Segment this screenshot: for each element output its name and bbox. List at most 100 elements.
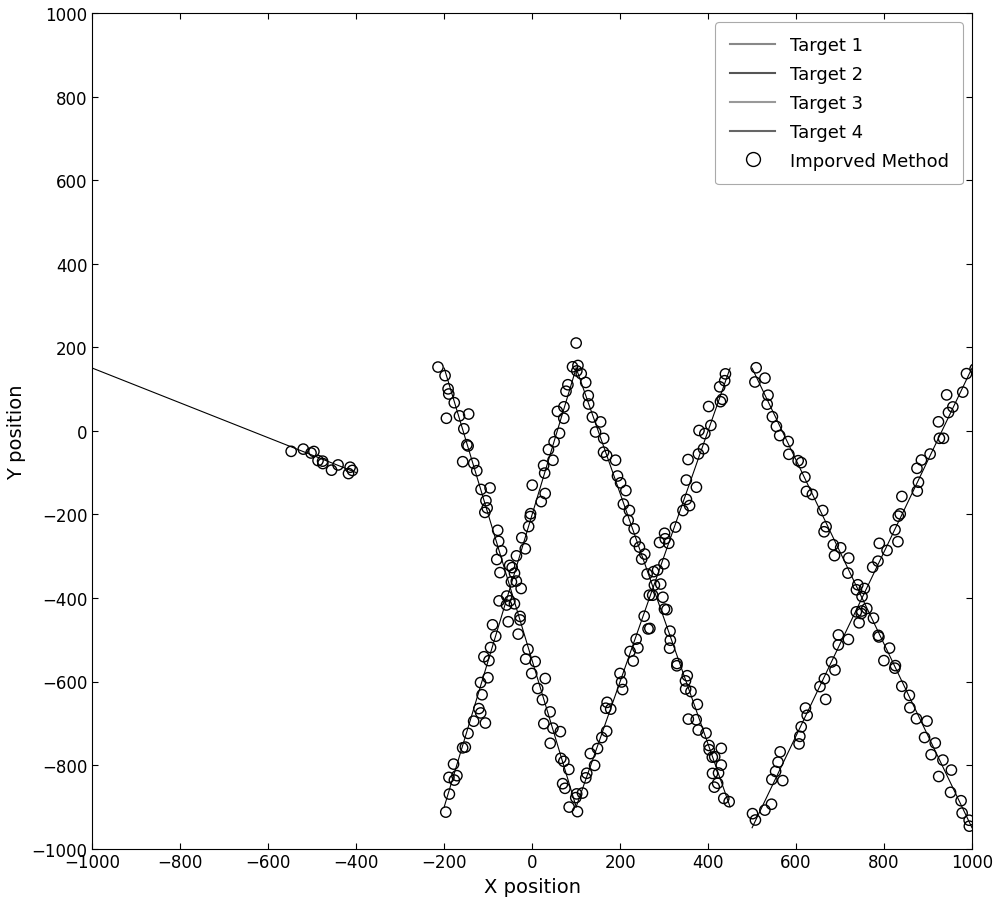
Point (659, 603, 675, 618)
Point (930, 415, 946, 430)
Point (688, 480, 704, 495)
Point (446, 396, 462, 411)
Point (506, 597, 522, 611)
Point (584, 410, 600, 424)
Point (669, 659, 685, 674)
Point (508, 574, 524, 589)
Point (440, 382, 456, 396)
Point (636, 610, 652, 624)
Point (514, 531, 530, 545)
Legend: Target 1, Target 2, Target 3, Target 4, Imporved Method: Target 1, Target 2, Target 3, Target 4, … (715, 23, 963, 185)
Point (851, 616, 867, 630)
Point (812, 680, 828, 694)
Point (894, 679, 910, 694)
Point (476, 650, 492, 665)
Point (573, 367, 589, 381)
Point (827, 663, 843, 677)
Point (675, 504, 691, 518)
Point (342, 461, 358, 475)
Point (565, 360, 581, 375)
Point (797, 470, 813, 485)
Point (530, 682, 546, 696)
Point (662, 633, 678, 647)
Point (661, 536, 677, 551)
Point (856, 582, 872, 596)
Point (637, 547, 653, 562)
Point (816, 525, 832, 539)
Point (485, 618, 501, 632)
Point (668, 520, 684, 535)
Point (770, 755, 786, 769)
Point (662, 624, 678, 638)
Point (590, 741, 606, 756)
Point (967, 362, 983, 377)
Point (599, 695, 615, 710)
Point (833, 541, 849, 555)
Point (641, 588, 657, 602)
Point (887, 523, 903, 537)
Point (781, 448, 797, 462)
Point (902, 701, 918, 715)
Point (446, 757, 462, 771)
Point (542, 705, 558, 720)
Point (552, 724, 568, 739)
Point (295, 442, 311, 457)
Point (894, 489, 910, 504)
Point (642, 621, 658, 636)
Point (931, 432, 947, 446)
Point (799, 708, 815, 722)
Point (759, 397, 775, 412)
Point (827, 549, 843, 563)
Point (603, 703, 619, 717)
Point (437, 369, 453, 384)
Point (557, 781, 573, 796)
Point (876, 654, 892, 668)
Point (748, 361, 764, 376)
Point (507, 566, 523, 581)
Point (935, 753, 951, 768)
Point (714, 393, 730, 407)
Point (747, 376, 763, 390)
Point (303, 446, 319, 461)
Point (757, 371, 773, 386)
Point (840, 566, 856, 581)
Point (943, 763, 959, 777)
Point (917, 731, 933, 745)
Point (657, 526, 673, 541)
Point (473, 675, 489, 690)
Point (441, 387, 457, 402)
Point (717, 368, 733, 382)
Point (478, 494, 494, 508)
Point (716, 791, 732, 805)
Point (954, 806, 970, 821)
Point (910, 476, 926, 490)
Point (818, 520, 834, 535)
Point (569, 364, 585, 378)
Point (688, 712, 704, 727)
Point (830, 628, 846, 642)
Point (598, 702, 614, 716)
Point (481, 654, 497, 668)
Point (466, 457, 482, 471)
Point (887, 661, 903, 675)
Point (615, 498, 631, 512)
Point (792, 730, 808, 744)
Point (310, 454, 326, 469)
Point (580, 389, 596, 404)
Point (850, 578, 866, 592)
Point (757, 803, 773, 817)
Point (569, 805, 585, 819)
Point (958, 367, 974, 381)
Point (939, 388, 955, 403)
Point (315, 457, 331, 471)
Point (690, 447, 706, 461)
Point (701, 400, 717, 414)
Point (871, 536, 887, 551)
Point (460, 726, 476, 740)
Point (473, 483, 489, 498)
Point (682, 498, 698, 513)
Point (859, 601, 875, 616)
Point (919, 714, 935, 729)
Point (533, 495, 549, 509)
Point (943, 786, 959, 800)
